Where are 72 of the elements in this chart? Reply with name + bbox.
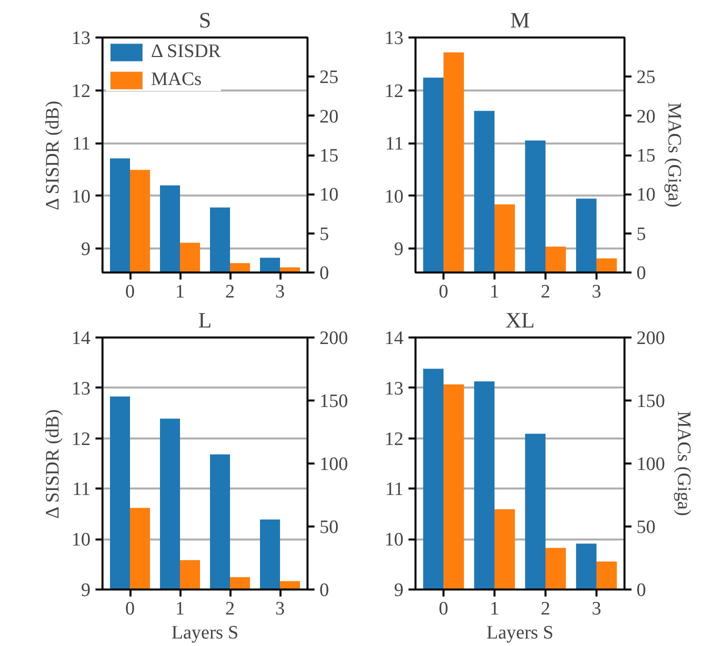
chart-title: S [198,8,212,32]
y2-tick-label: 50 [636,517,656,538]
x-tick-label: 0 [438,598,448,620]
y2-tick-label: 10 [636,184,656,206]
y-tick-label: 11 [72,479,90,500]
y2-tick-label: 5 [636,224,646,245]
y-tick-label: 14 [72,328,91,349]
y-tick-label: 11 [72,134,90,155]
y-tick-label: 9 [81,239,90,260]
x-tick-label: 1 [490,598,500,620]
y2-tick-label: 100 [320,454,348,475]
y-tick-label: 14 [384,328,404,349]
y2-tick-label: 0 [636,580,646,601]
x-tick-label: 1 [175,282,185,302]
y2-tick-label: 150 [320,391,348,412]
y-tick-label: 10 [384,530,404,551]
y2-axis-title: MACs (Giga) [664,102,684,208]
y2-tick-label: 0 [320,263,329,284]
y-tick-label: 12 [72,428,90,450]
y2-tick-label: 15 [320,146,338,166]
x-axis-title: Layers S [486,622,554,644]
x-tick-label: 3 [275,598,285,620]
chart-title: XL [505,308,535,332]
x-tick-label: 1 [490,282,500,302]
y-tick-label: 10 [72,186,90,208]
y2-tick-label: 200 [320,328,348,349]
legend-label: MACs [151,69,202,91]
y-tick-label: 13 [384,28,404,49]
y2-axis-title: MACs (Giga) [673,410,694,516]
y-tick-label: 9 [394,239,404,260]
y-tick-label: 13 [384,378,404,400]
y-tick-label: 13 [72,28,90,49]
y2-tick-label: 50 [320,517,338,538]
y-tick-label: 11 [385,134,404,155]
y-tick-label: 10 [72,530,90,551]
y2-tick-label: 5 [320,224,329,245]
y2-tick-label: 100 [636,454,665,475]
x-tick-label: 2 [540,282,550,302]
y-axis-title: Δ SISDR (dB) [42,409,64,519]
x-tick-label: 2 [225,282,235,302]
x-tick-label: 3 [275,282,285,302]
y-tick-label: 12 [384,428,404,450]
y2-tick-label: 25 [636,67,656,88]
y2-tick-label: 150 [636,391,665,412]
y-tick-label: 11 [385,479,404,500]
y-tick-label: 9 [81,580,90,601]
y2-tick-label: 0 [636,263,646,284]
y2-tick-label: 10 [320,184,338,206]
x-tick-label: 0 [125,598,135,620]
y-tick-label: 10 [384,186,404,208]
y-tick-label: 9 [394,580,404,601]
y-tick-label: 13 [72,378,90,400]
chart-title: L [198,308,212,332]
x-tick-label: 0 [438,282,448,302]
y2-tick-label: 0 [320,580,329,601]
y2-tick-label: 15 [636,146,656,166]
x-tick-label: 2 [540,598,550,620]
x-axis-title: Layers S [171,622,239,644]
x-tick-label: 1 [175,598,185,620]
y-tick-label: 12 [72,80,90,102]
y2-tick-label: 25 [320,67,338,88]
y-tick-label: 12 [384,80,404,102]
x-tick-label: 2 [225,598,235,620]
y2-tick-label: 20 [320,106,338,128]
chart-title: M [510,8,530,32]
legend-label: Δ SISDR [151,41,221,63]
x-tick-label: 3 [592,282,602,302]
y2-tick-label: 200 [636,328,665,349]
y-axis-title: Δ SISDR (dB) [42,100,64,210]
x-tick-label: 0 [125,282,135,302]
y2-tick-label: 20 [636,106,656,128]
x-tick-label: 3 [592,598,602,620]
